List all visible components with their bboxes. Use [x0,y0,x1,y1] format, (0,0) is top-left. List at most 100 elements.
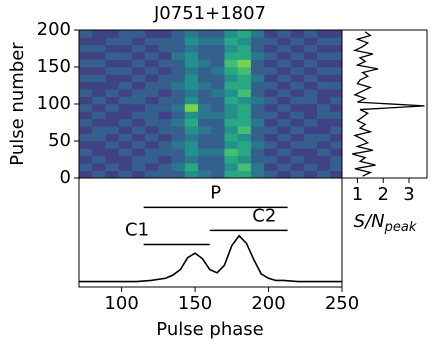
heatmap-cell [264,133,278,142]
heatmap-cell [131,118,146,127]
x-axis-label: S/Npeak [354,211,417,235]
heatmap-cell [92,118,106,127]
heatmap-cell [250,89,265,97]
heatmap-cell [79,141,93,149]
heatmap-cell [79,59,93,68]
x-tick-label: 150 [178,293,212,314]
heatmap-cell [277,30,291,38]
heatmap-cell [105,74,119,83]
heatmap-cell [264,30,278,38]
heatmap-cell [303,118,318,127]
heatmap-cell [105,44,119,53]
heatmap-cell [277,104,291,112]
heatmap-cell [277,44,291,53]
heatmap-cell [105,59,119,68]
heatmap-cell [211,30,225,38]
heatmap-cell [224,104,238,112]
heatmap-cell [290,37,305,46]
heatmap-cell [92,133,106,142]
heatmap-cell [224,37,238,46]
heatmap-cell [171,96,186,105]
heatmap-cell [277,148,291,157]
heatmap-cell [92,89,106,97]
heatmap-cell [290,59,305,68]
heatmap-cell [277,89,291,97]
heatmap-cell [211,148,225,157]
heatmap-cell [264,141,278,149]
heatmap-cell [118,118,133,127]
heatmap-cell [250,155,265,164]
heatmap-cell [264,170,278,178]
heatmap-cell [277,52,291,60]
heatmap-cell [264,96,278,105]
heatmap-cell [290,44,305,53]
heatmap-cell [131,81,146,90]
heatmap-cell [303,111,318,120]
heatmap-cell [184,67,199,75]
heatmap-cell [290,52,305,60]
heatmap-cell [158,148,172,157]
heatmap-cell [250,111,265,120]
y-tick-label: 100 [37,93,71,114]
heatmap-cell [171,67,186,75]
heatmap-cell [211,59,225,68]
heatmap-cell [211,163,225,171]
heatmap-cell [105,141,119,149]
heatmap-cell [237,155,252,164]
heatmap-cell [290,96,305,105]
heatmap-cell [264,126,278,134]
heatmap-cell [198,37,212,46]
heatmap-cell [303,30,318,38]
heatmap-cell [317,118,331,127]
heatmap-cell [237,52,252,60]
heatmap-cell [145,30,159,38]
heatmap-cell [105,89,119,97]
heatmap-cell [184,155,199,164]
heatmap-cell [224,81,238,90]
heatmap-cell [118,104,133,112]
heatmap-cell [145,96,159,105]
heatmap-cell [290,133,305,142]
heatmap-cell [198,67,212,75]
heatmap-cell [303,126,318,134]
heatmap-cell [131,89,146,97]
heatmap-cell [145,118,159,127]
heatmap-cell [131,30,146,38]
heatmap-cell [105,96,119,105]
heatmap-cell [79,155,93,164]
heatmap-cell [158,81,172,90]
heatmap-cell [330,30,342,38]
heatmap-cell [330,96,342,105]
heatmap-cell [105,118,119,127]
heatmap-cell [92,81,106,90]
heatmap-cell [171,30,186,38]
heatmap-cell [171,52,186,60]
heatmap-cell [145,155,159,164]
heatmap-cell [317,163,331,171]
heatmap-cell [250,30,265,38]
heatmap-cell [330,155,342,164]
heatmap-cell [118,141,133,149]
heatmap-cell [118,52,133,60]
heatmap-cell [330,81,342,90]
heatmap-cell [303,170,318,178]
heatmap-cell [145,67,159,75]
heatmap-cell [131,96,146,105]
heatmap-cell [224,141,238,149]
heatmap-cell [330,104,342,112]
heatmap-cell [330,52,342,60]
heatmap-cell [317,104,331,112]
heatmap-cell [131,133,146,142]
sn-line [352,31,425,177]
heatmap-cell [184,163,199,171]
heatmap-cell [92,44,106,53]
heatmap-cell [237,148,252,157]
heatmap-cell [303,141,318,149]
y-tick-label: 0 [60,167,71,188]
heatmap-cell [237,111,252,120]
heatmap-cell [317,89,331,97]
heatmap-cell [198,155,212,164]
y-tick-label: 50 [48,130,71,151]
heatmap-cell [277,141,291,149]
heatmap-cell [131,170,146,178]
